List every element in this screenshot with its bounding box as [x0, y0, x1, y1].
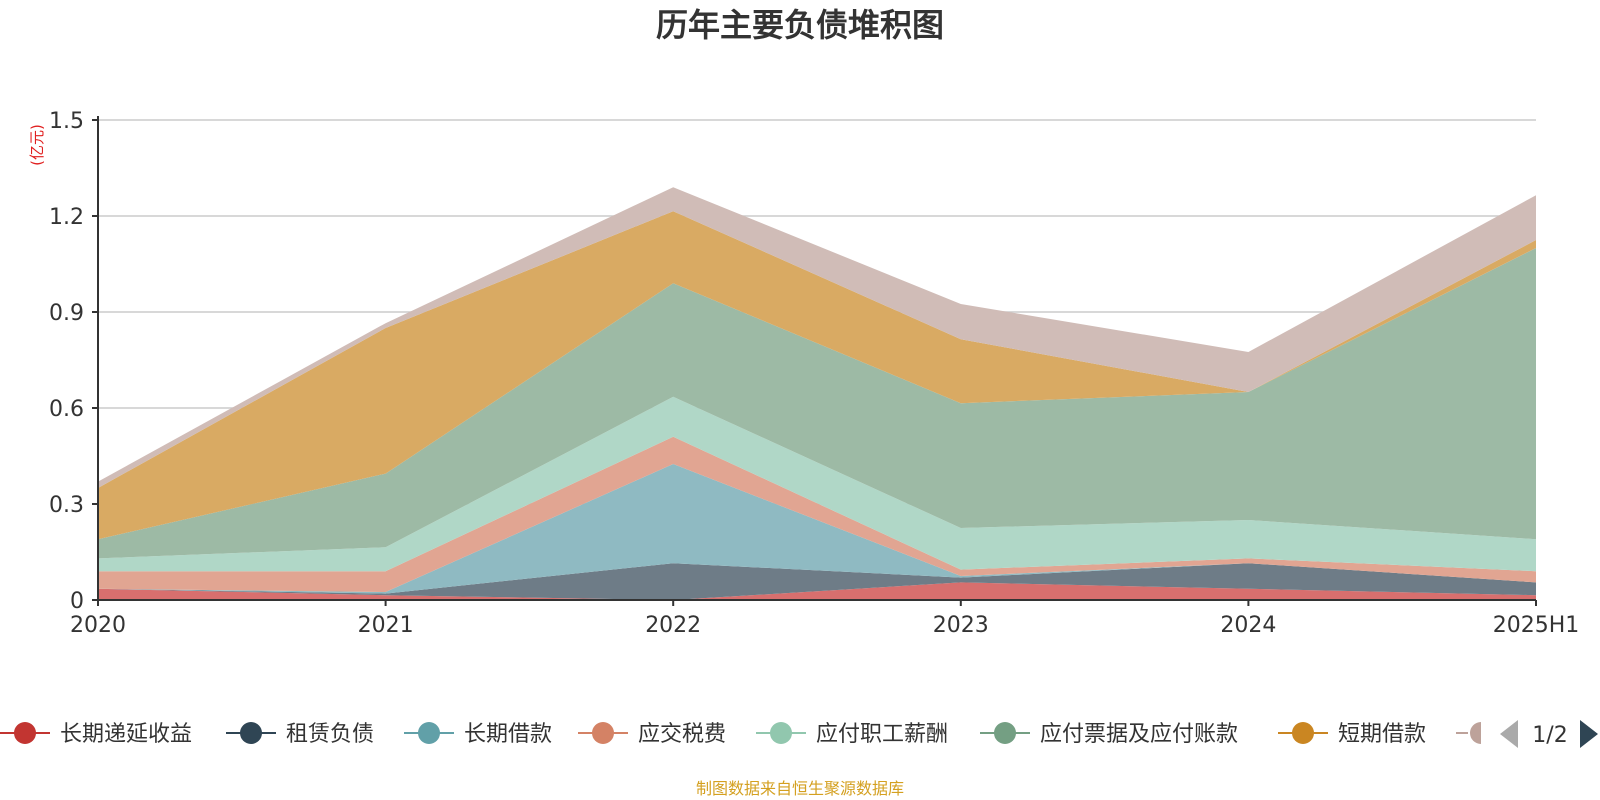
area-series-长期借款 — [98, 464, 1536, 594]
y-tick-label: 1.2 — [49, 205, 84, 230]
legend-marker — [1292, 722, 1314, 744]
x-tick-label: 2020 — [70, 613, 126, 638]
legend-item-应付职工薪酬[interactable]: 应付职工薪酬 — [756, 722, 948, 747]
area-series-layer — [98, 187, 1536, 600]
legend-pagination: 1/2 — [1500, 720, 1598, 748]
legend-item-应交税费[interactable]: 应交税费 — [578, 722, 726, 747]
x-tick-label: 2024 — [1220, 613, 1276, 638]
legend-label: 应付票据及应付账款 — [1040, 722, 1238, 747]
axes: 0 0.3 0.6 0.9 1.2 1.5 2020 2021 2022 2023 2024 2025… — [49, 109, 1579, 638]
legend-marker — [592, 722, 614, 744]
x-tick-label: 2025H1 — [1493, 613, 1580, 638]
legend-label: 长期递延收益 — [60, 722, 192, 747]
legend-marker — [994, 722, 1016, 744]
legend-label: 应付职工薪酬 — [816, 722, 948, 747]
legend-item-应付票据及应付账款[interactable]: 应付票据及应付账款 — [980, 722, 1238, 747]
y-tick-label: 1.5 — [49, 109, 84, 134]
legend-item-租赁负债[interactable]: 租赁负债 — [226, 722, 374, 747]
y-tick-label: 0.6 — [49, 397, 84, 422]
legend-marker — [240, 722, 262, 744]
area-series-应付职工薪酬 — [98, 396, 1536, 572]
y-tick-label: 0.3 — [49, 493, 84, 518]
legend: 长期递延收益 租赁负债 长期借款 应交税费 应付职工薪酬 应付票据及应付账款 短期借款 1/2 — [0, 720, 1598, 748]
area-series-其他 — [98, 187, 1536, 488]
legend-marker — [1470, 722, 1481, 744]
y-axis-unit-label: (亿元) — [28, 124, 46, 166]
legend-item-短期借款[interactable]: 短期借款 — [1278, 722, 1426, 747]
y-tick-label: 0.9 — [49, 301, 84, 326]
area-series-短期借款 — [98, 211, 1536, 540]
chart-title: 历年主要负债堆积图 — [656, 6, 944, 44]
x-tick-label: 2022 — [645, 613, 701, 638]
source-note: 制图数据来自恒生聚源数据库 — [696, 779, 904, 798]
x-tick-label: 2021 — [358, 613, 414, 638]
legend-label: 租赁负债 — [286, 722, 374, 747]
legend-marker — [14, 722, 36, 744]
legend-label: 短期借款 — [1338, 722, 1426, 747]
area-series-应交税费 — [98, 436, 1536, 592]
legend-prev-page-icon[interactable] — [1500, 720, 1518, 748]
area-series-租赁负债 — [98, 563, 1536, 600]
legend-page-indicator: 1/2 — [1532, 723, 1567, 748]
legend-marker — [418, 722, 440, 744]
legend-label: 应交税费 — [638, 722, 726, 747]
legend-next-page-icon[interactable] — [1580, 720, 1598, 748]
legend-marker — [770, 722, 792, 744]
legend-item-长期借款[interactable]: 长期借款 — [404, 722, 552, 747]
x-tick-label: 2023 — [933, 613, 989, 638]
legend-label: 长期借款 — [464, 722, 552, 747]
legend-item-长期递延收益[interactable]: 长期递延收益 — [0, 722, 192, 747]
legend-item-其他[interactable] — [1456, 722, 1481, 744]
y-tick-label: 0 — [70, 589, 84, 614]
area-series-应付票据及应付账款 — [98, 248, 1536, 559]
